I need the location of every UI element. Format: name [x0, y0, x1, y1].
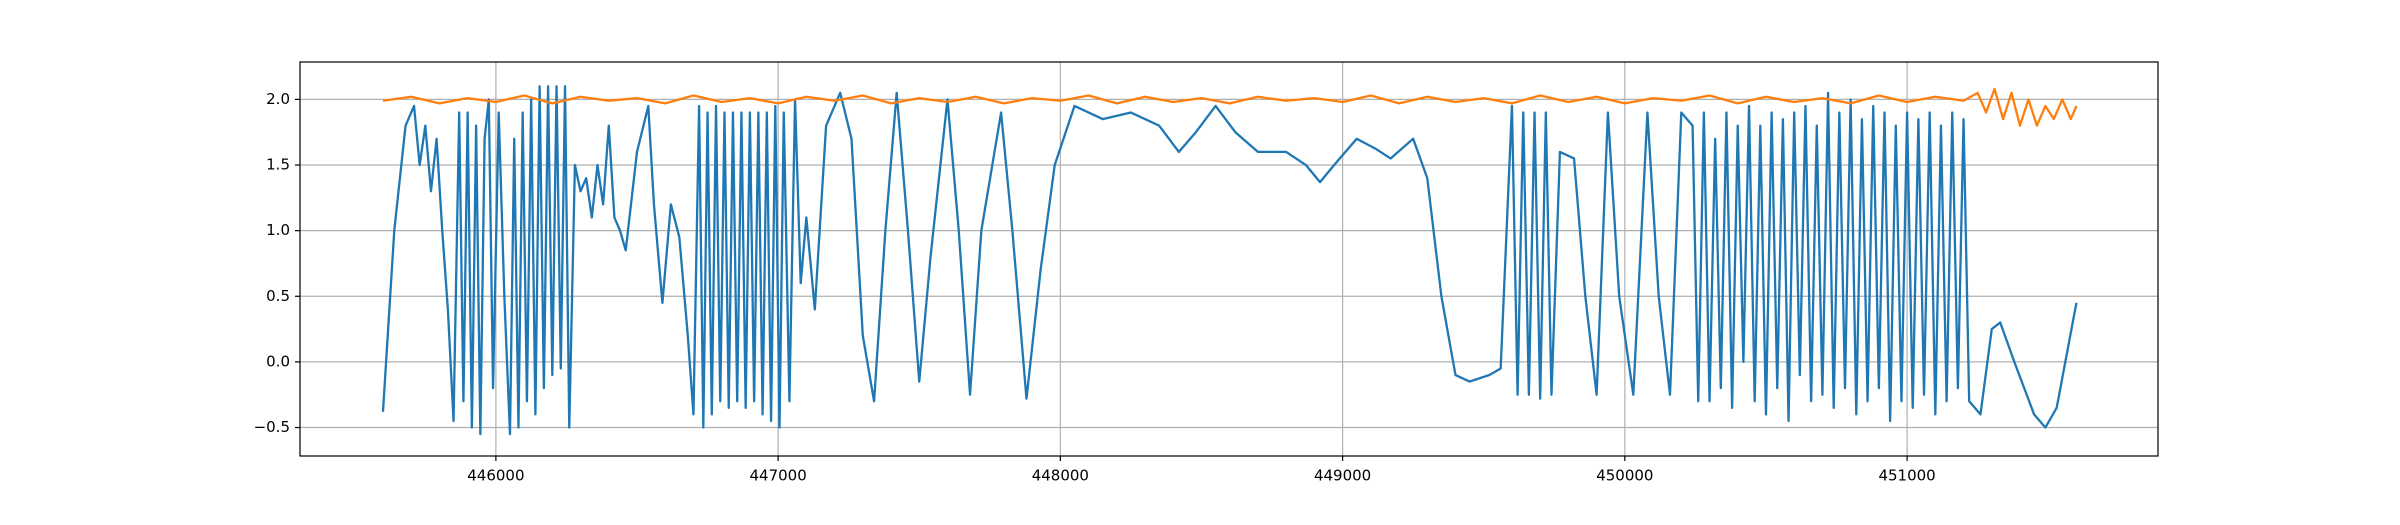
- y-tick-label: −0.5: [254, 418, 290, 436]
- x-tick-label: 450000: [1596, 467, 1653, 485]
- y-tick-label: 1.0: [266, 221, 290, 239]
- x-tick-label: 447000: [749, 467, 806, 485]
- x-tick-label: 451000: [1878, 467, 1935, 485]
- line-series: [381, 85, 2078, 436]
- line-series: [382, 87, 2078, 127]
- plot-frame: [299, 61, 2159, 457]
- x-tick-label: 449000: [1314, 467, 1371, 485]
- y-tick-label: 1.5: [266, 156, 290, 174]
- y-tick-label: 0.5: [266, 287, 290, 305]
- x-tick-label: 448000: [1032, 467, 1089, 485]
- x-tick-label: 446000: [467, 467, 524, 485]
- y-tick-label: 2.0: [266, 90, 290, 108]
- y-tick-label: 0.0: [266, 352, 290, 370]
